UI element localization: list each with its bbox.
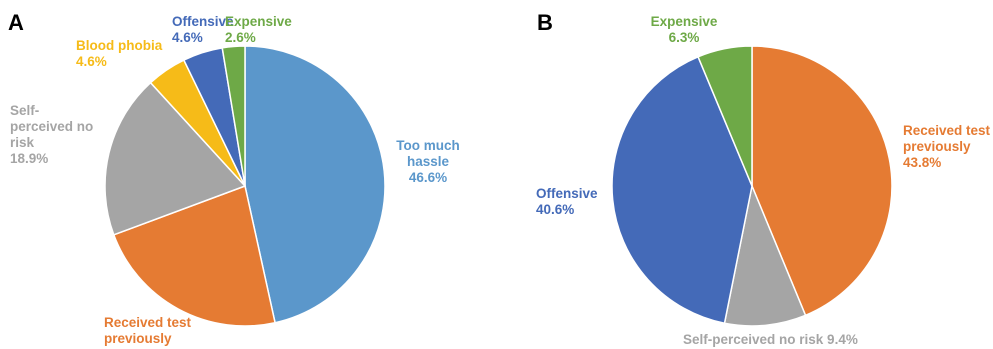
- pie-chart-a: Too much hassle 46.6% Received test previous…: [10, 14, 460, 349]
- panel-b-letter: B: [537, 10, 553, 35]
- pie-slice-b-3: [697, 45, 753, 187]
- slice-label-a-0: Too much hassle 46.6%: [396, 138, 460, 185]
- pie-slice-b-0: [751, 45, 893, 317]
- pie-slice-a-2: [104, 81, 247, 236]
- pie-slice-a-0: [244, 45, 386, 324]
- slice-label-b-2: Offensive 40.6%: [536, 186, 598, 217]
- slice-label-a-4: Offensive 4.6%: [172, 14, 234, 45]
- slice-label-a-1: Received testpreviously22.8%: [104, 315, 192, 349]
- slice-label-b-1: Self-perceived no risk 9.4%: [683, 332, 858, 347]
- slice-label-b-0: Received test previously 43.8%: [903, 123, 991, 170]
- pie-chart-b: Received test previously 43.8% Self-perceiv…: [536, 14, 991, 347]
- slice-label-b-3: Expensive 6.3%: [651, 14, 718, 45]
- pie-slice-a-5: [221, 45, 246, 187]
- pie-slice-a-1: [112, 184, 276, 327]
- pie-slice-b-1: [723, 183, 807, 327]
- slice-label-a-2: Self-perceived no risk 18.9%: [10, 103, 93, 166]
- panel-a-letter: A: [8, 10, 24, 35]
- slice-label-a-3: Blood phobia 4.6%: [76, 38, 163, 69]
- pie-slice-b-2: [611, 55, 753, 325]
- slice-label-a-5: Expensive 2.6%: [225, 14, 292, 45]
